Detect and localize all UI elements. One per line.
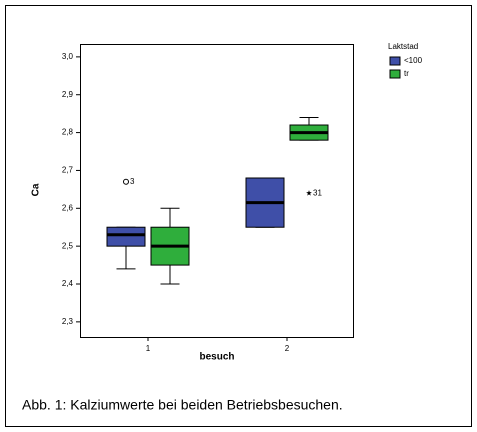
y-tick-label: 2,5 — [62, 241, 74, 250]
x-tick-label: 2 — [285, 344, 290, 353]
outlier — [123, 178, 129, 185]
legend-swatch — [389, 69, 401, 79]
y-tick-label: 2,9 — [62, 90, 74, 99]
legend-title: Laktstad — [388, 42, 418, 51]
caption: Abb. 1: Kalziumwerte bei beiden Betriebs… — [22, 397, 343, 413]
box — [106, 226, 146, 247]
y-tick-label: 3,0 — [62, 52, 74, 61]
y-tick-label: 2,4 — [62, 279, 74, 288]
y-tick-label: 2,6 — [62, 203, 74, 212]
extreme — [306, 190, 312, 196]
y-axis-label: Ca — [31, 183, 42, 196]
x-tick-label: 1 — [146, 344, 151, 353]
extreme-label: 31 — [313, 188, 322, 197]
legend-label: <100 — [404, 56, 423, 65]
x-axis-label: besuch — [199, 352, 234, 363]
plot-frame — [80, 44, 354, 338]
legend-label: tr — [404, 69, 409, 78]
y-tick-label: 2,8 — [62, 128, 74, 137]
y-tick-label: 2,7 — [62, 166, 74, 175]
outlier-label: 3 — [130, 177, 135, 186]
legend-swatch — [389, 56, 401, 66]
y-tick-label: 2,3 — [62, 317, 74, 326]
